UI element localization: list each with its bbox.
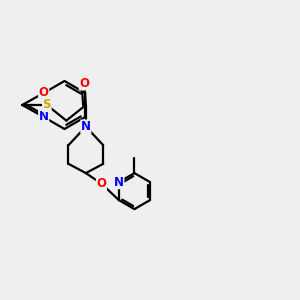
Text: O: O (39, 86, 49, 100)
Text: O: O (96, 177, 106, 190)
Text: S: S (43, 98, 51, 112)
Text: O: O (79, 77, 89, 90)
Text: N: N (39, 110, 49, 124)
Text: N: N (114, 176, 124, 189)
Text: N: N (81, 120, 91, 133)
